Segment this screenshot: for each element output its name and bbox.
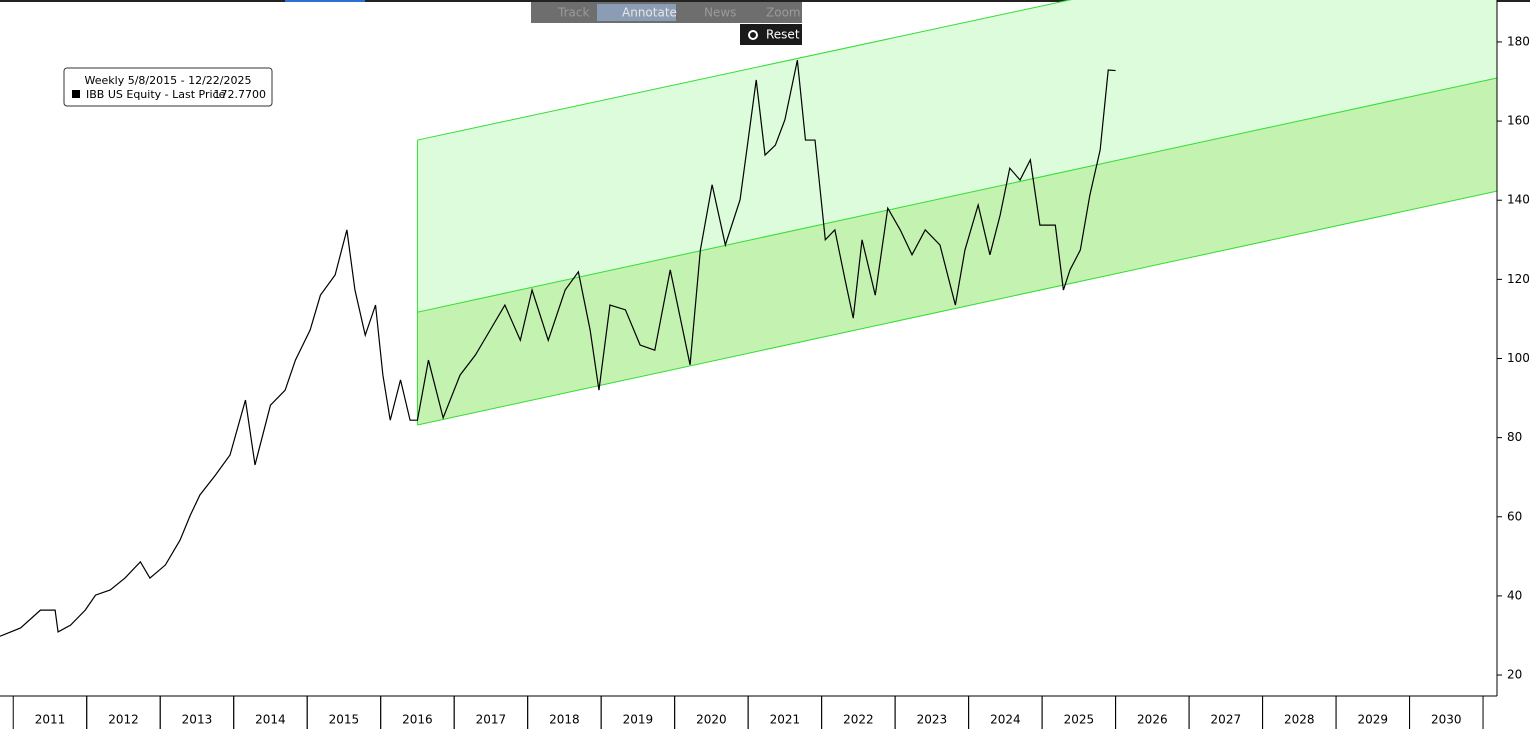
x-tick-label: 2026 xyxy=(1137,713,1168,727)
x-tick-label: 2027 xyxy=(1211,713,1242,727)
x-tick-label: 2025 xyxy=(1064,713,1095,727)
x-tick-label: 2021 xyxy=(770,713,801,727)
x-tick-label: 2014 xyxy=(255,713,286,727)
x-tick-label: 2020 xyxy=(696,713,727,727)
x-tick-label: 2012 xyxy=(108,713,139,727)
toolbar-button[interactable]: Zoom xyxy=(766,6,801,20)
x-tick-label: 2016 xyxy=(402,713,433,727)
legend-label: IBB US Equity - Last Price xyxy=(86,88,226,101)
legend-value: 172.7700 xyxy=(214,88,267,101)
plot-area xyxy=(0,0,1497,637)
channel-line xyxy=(417,77,1497,313)
channel-line xyxy=(417,190,1497,426)
x-tick-label: 2030 xyxy=(1431,713,1462,727)
reset-icon xyxy=(748,30,758,40)
y-tick-label: 60 xyxy=(1507,509,1522,523)
legend: Weekly 5/8/2015 - 12/22/2025 IBB US Equi… xyxy=(63,67,273,107)
channel-upper-band xyxy=(417,0,1497,313)
toolbar-button[interactable]: News xyxy=(704,6,736,20)
y-tick-label: 100 xyxy=(1507,351,1530,365)
y-tick-label: 80 xyxy=(1507,430,1522,444)
y-tick-label: 140 xyxy=(1507,193,1530,207)
top-bar-tab xyxy=(285,0,365,2)
toolbar: Track Annotate News Zoom Reset xyxy=(531,2,802,45)
x-tick-label: 2024 xyxy=(990,713,1021,727)
x-tick-label: 2013 xyxy=(182,713,213,727)
price-line xyxy=(0,60,1116,637)
reset-button[interactable] xyxy=(740,24,802,45)
toolbar-button[interactable]: Track xyxy=(557,6,589,20)
y-tick-label: 40 xyxy=(1507,588,1522,602)
reset-label[interactable]: Reset xyxy=(766,28,800,42)
legend-title: Weekly 5/8/2015 - 12/22/2025 xyxy=(85,74,252,87)
x-tick-label: 2028 xyxy=(1284,713,1315,727)
toolbar-button[interactable]: Annotate xyxy=(622,6,677,20)
y-tick-label: 20 xyxy=(1507,668,1522,682)
x-tick-label: 2011 xyxy=(35,713,66,727)
y-tick-label: 160 xyxy=(1507,114,1530,128)
x-tick-label: 2022 xyxy=(843,713,874,727)
x-tick-label: 2017 xyxy=(476,713,507,727)
x-tick-label: 2018 xyxy=(549,713,580,727)
y-tick-label: 120 xyxy=(1507,272,1530,286)
x-tick-label: 2023 xyxy=(917,713,948,727)
channel-line xyxy=(417,0,1072,141)
x-tick-label: 2015 xyxy=(329,713,360,727)
legend-swatch xyxy=(72,90,80,98)
top-bar xyxy=(0,0,1530,2)
x-tick-label: 2029 xyxy=(1358,713,1389,727)
channel-lower-band xyxy=(417,77,1497,425)
legend-box xyxy=(63,67,273,107)
toolbar-active xyxy=(597,4,676,21)
y-tick-label: 180 xyxy=(1507,34,1530,48)
x-tick-label: 2019 xyxy=(623,713,654,727)
